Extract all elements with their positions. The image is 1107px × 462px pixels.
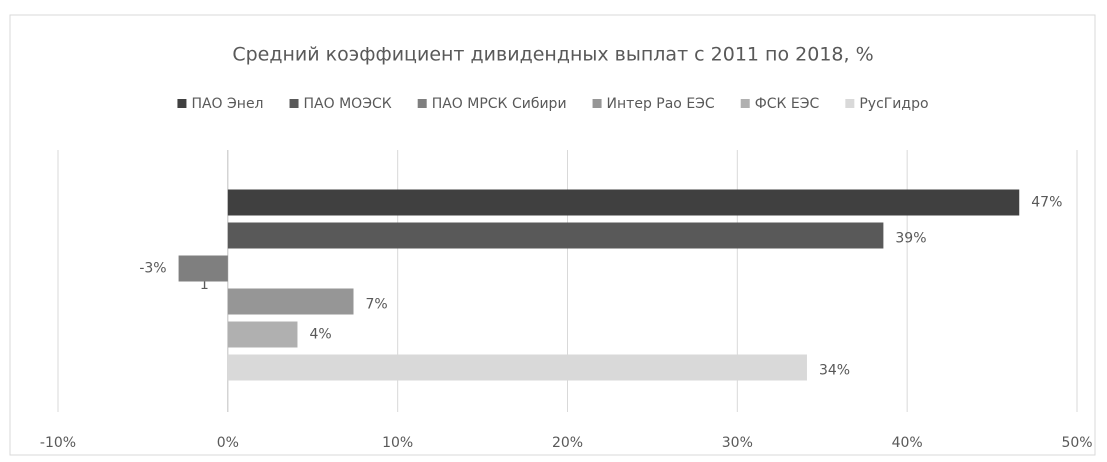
- bar: [227, 354, 807, 381]
- data-label: 39%: [895, 231, 926, 247]
- x-tick-label: 40%: [892, 435, 923, 451]
- legend-swatch: [177, 99, 187, 108]
- legend-label: ПАО МОЭСК: [304, 96, 392, 112]
- bar: [227, 321, 298, 348]
- legend-swatch: [845, 99, 855, 108]
- bar: [227, 189, 1020, 216]
- legend-label: ПАО Энел: [191, 96, 263, 112]
- bar: [227, 288, 354, 315]
- legend-swatch: [417, 99, 427, 108]
- x-tick-label: 30%: [722, 435, 753, 451]
- data-label: 34%: [819, 363, 850, 379]
- bar: [178, 255, 228, 282]
- x-tick-label: 50%: [1061, 435, 1092, 451]
- x-tick-label: 20%: [552, 435, 583, 451]
- y-tick-label: 1: [200, 277, 209, 293]
- legend-swatch: [289, 99, 299, 108]
- x-tick-label: -10%: [40, 435, 76, 451]
- data-label: 4%: [309, 327, 331, 343]
- bar: [227, 222, 884, 249]
- x-tick-label: 10%: [382, 435, 413, 451]
- legend-label: ФСК ЕЭС: [755, 96, 820, 112]
- data-label: 7%: [366, 297, 388, 313]
- legend-label: Интер Рао ЕЭС: [607, 96, 715, 112]
- chart-title: Средний коэффициент дивидендных выплат с…: [232, 44, 873, 66]
- x-tick-label: 0%: [217, 435, 239, 451]
- legend-swatch: [592, 99, 602, 108]
- legend-swatch: [740, 99, 750, 108]
- legend-label: ПАО МРСК Сибири: [432, 96, 567, 112]
- legend-label: РусГидро: [859, 96, 928, 112]
- data-label: 47%: [1031, 195, 1062, 211]
- data-label: -3%: [139, 261, 166, 277]
